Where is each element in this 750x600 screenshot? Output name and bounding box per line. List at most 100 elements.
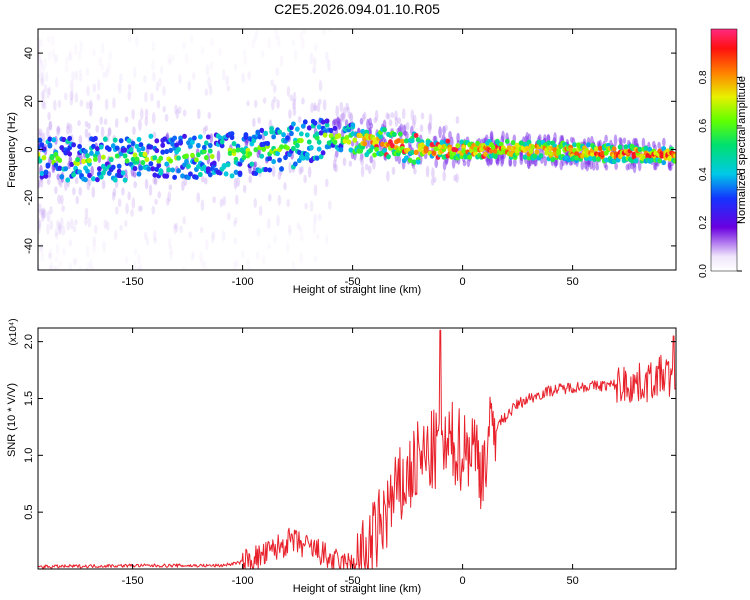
spectrogram-cell: [136, 136, 142, 143]
colorbar: [710, 28, 738, 272]
spectrogram-speck: [309, 200, 314, 213]
spectrogram-speck: [234, 259, 239, 267]
spectrogram-speck: [365, 163, 369, 171]
spectrogram-cell: [59, 174, 65, 180]
spectrogram-speck: [274, 29, 279, 41]
spectrogram-speck: [360, 158, 364, 166]
spectrogram-speck: [273, 234, 277, 244]
spectrogram-speck: [622, 137, 627, 144]
spectrogram-cell: [318, 154, 324, 160]
spectrogram-speck: [87, 175, 92, 187]
spectrogram-cell: [279, 166, 284, 172]
spectrogram-speck: [300, 165, 304, 174]
spectrogram-speck: [257, 117, 261, 124]
spectrogram-cell: [538, 153, 544, 159]
spectrogram-cell: [93, 135, 98, 142]
spectrogram-cell: [593, 146, 599, 152]
spectrogram-speck: [345, 102, 349, 111]
spectrogram-speck: [405, 121, 410, 131]
spectrogram-cell: [120, 170, 126, 176]
spectrogram-cell: [148, 161, 154, 167]
spectrogram-speck: [39, 38, 44, 48]
spectrogram-speck: [107, 127, 112, 136]
spectrogram-cell: [255, 129, 261, 135]
spectrogram-speck: [173, 224, 177, 235]
spectrogram-speck: [127, 83, 132, 92]
spectrogram-cell: [397, 131, 403, 137]
spectrogram-cell: [285, 135, 290, 141]
spectrogram-cell: [219, 143, 225, 149]
spectrogram-speck: [87, 216, 92, 228]
spectrogram-speck: [55, 243, 60, 255]
spectrogram-cell: [277, 157, 282, 163]
spectrogram-cell: [631, 151, 637, 157]
spectrogram-speck: [462, 160, 467, 167]
spectrogram-speck: [255, 251, 260, 261]
spectrogram-speck: [43, 83, 48, 93]
spectrogram-cell: [661, 159, 667, 166]
spectrogram-speck: [66, 125, 70, 135]
spectrogram-speck: [501, 130, 505, 142]
spectrogram-speck: [62, 247, 66, 256]
spectrogram-speck: [625, 163, 630, 171]
spectrogram-cell: [195, 142, 201, 149]
spectrogram-cell: [61, 136, 67, 143]
spectrogram-cell: [160, 149, 166, 155]
spectrogram-speck: [56, 219, 60, 229]
spectrogram-cell: [253, 147, 259, 153]
spectrogram-speck: [38, 42, 41, 55]
spectrogram-speck: [39, 59, 43, 69]
spectrogram-speck: [309, 52, 314, 65]
spectrogram-cell: [492, 153, 498, 160]
spectrogram-speck: [127, 35, 132, 43]
spectrogram-speck: [48, 264, 53, 270]
spectrogram-cell: [647, 146, 653, 152]
spectrogram-speck: [657, 141, 661, 149]
spectrogram-cell: [392, 131, 397, 138]
spectrogram-speck: [204, 125, 209, 132]
spectrogram-cell: [336, 133, 342, 139]
spectrogram-speck: [508, 159, 513, 167]
spectrogram-speck: [92, 244, 96, 253]
spectrogram-speck: [428, 121, 433, 130]
spectrogram-speck: [221, 68, 226, 81]
spectrogram-cell: [170, 141, 176, 147]
spectrogram-speck: [256, 149, 261, 159]
spectrogram-speck: [285, 242, 290, 254]
spectrogram-cell: [201, 164, 207, 170]
spectrogram-speck: [136, 266, 141, 270]
spectrogram-speck: [292, 102, 296, 110]
spectrogram-cell: [617, 144, 623, 150]
spectrogram-speck: [270, 79, 275, 87]
spectrogram-speck: [156, 99, 161, 109]
spectrogram-cell: [390, 143, 395, 149]
spectrogram-cell: [574, 151, 579, 157]
spectrogram-speck: [69, 49, 73, 62]
spectrogram-cell: [415, 137, 421, 143]
spectrogram-cell: [128, 147, 134, 153]
spectrogram-cell: [546, 140, 552, 146]
spectrogram-cell: [39, 170, 45, 177]
spectrogram-speck: [266, 218, 271, 230]
spectrogram-cell: [98, 144, 104, 150]
spectrogram-speck: [293, 49, 298, 61]
colorbar-tick-label: 0.8: [698, 70, 709, 84]
spectrogram-cell: [308, 145, 314, 151]
spectrogram-speck: [207, 76, 211, 88]
spectrogram-speck: [442, 170, 447, 182]
spectrogram-speck: [54, 186, 58, 195]
spectrogram-cell: [53, 151, 59, 158]
spectrogram-speck: [48, 248, 53, 259]
spectrogram-cell: [243, 132, 249, 138]
spectrogram-cell: [643, 145, 649, 151]
spectrogram-cell: [124, 158, 130, 164]
spectrogram-speck: [125, 202, 129, 215]
spectrogram-speck: [124, 255, 129, 264]
spectrogram-cell: [657, 158, 663, 164]
spectrogram-speck: [425, 165, 430, 178]
spectrogram-cell: [316, 124, 322, 130]
spectrogram-speck: [175, 108, 180, 119]
spectrogram-cell: [346, 139, 352, 145]
spectrogram-speck: [242, 184, 247, 194]
spectrogram-speck: [39, 243, 44, 251]
